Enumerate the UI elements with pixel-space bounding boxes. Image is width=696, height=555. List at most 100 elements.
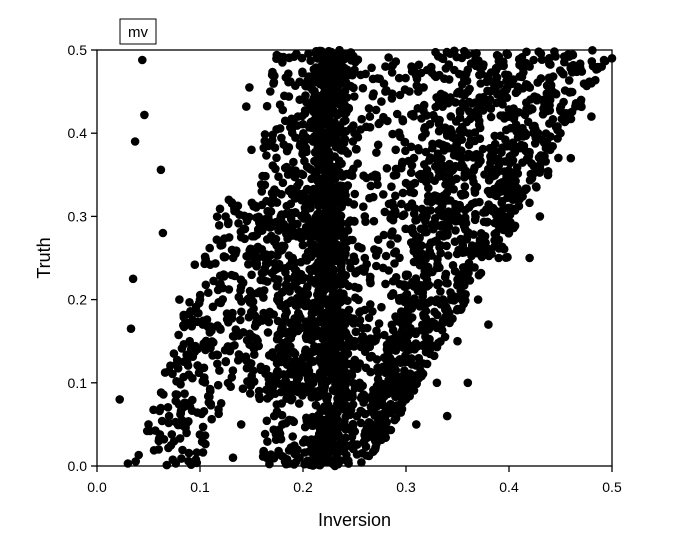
data-point: [339, 117, 349, 126]
data-point: [340, 135, 350, 144]
data-point: [295, 95, 305, 104]
data-point: [259, 286, 269, 295]
data-point: [311, 157, 321, 167]
data-point: [384, 53, 393, 62]
data-point: [187, 406, 197, 416]
data-point: [259, 293, 268, 302]
data-point: [368, 74, 378, 84]
data-point: [172, 360, 181, 369]
data-point: [289, 157, 298, 167]
data-point: [409, 109, 418, 119]
y-tick-label: 0.2: [68, 292, 88, 308]
data-point: [228, 308, 237, 318]
data-point: [324, 46, 334, 56]
data-point: [284, 251, 294, 260]
data-point: [257, 226, 267, 235]
data-point: [331, 162, 341, 172]
data-point: [436, 248, 446, 258]
data-point: [231, 325, 241, 334]
legend: mv: [119, 18, 157, 45]
data-point: [366, 181, 376, 191]
data-point: [348, 419, 358, 429]
data-point: [333, 109, 342, 118]
data-point: [265, 371, 274, 381]
data-point: [462, 117, 472, 127]
data-point: [296, 269, 306, 279]
data-point: [330, 275, 340, 285]
data-point: [494, 52, 504, 61]
data-point: [286, 214, 296, 224]
data-point: [278, 178, 288, 188]
data-point: [345, 313, 355, 323]
data-point: [391, 210, 400, 219]
data-point: [316, 123, 325, 133]
data-point: [341, 412, 351, 422]
data-point: [525, 83, 535, 92]
data-point: [350, 65, 359, 75]
data-point: [326, 436, 335, 445]
data-point: [242, 251, 251, 261]
data-point: [286, 443, 296, 452]
data-point: [367, 63, 376, 73]
data-point: [258, 252, 268, 261]
data-point: [391, 170, 401, 180]
data-point: [350, 189, 360, 199]
data-point: [349, 83, 358, 93]
data-point: [315, 385, 325, 395]
data-point: [302, 147, 311, 157]
data-point: [366, 334, 375, 344]
data-point: [525, 253, 534, 263]
data-point: [301, 347, 310, 356]
data-point: [248, 332, 258, 342]
data-point: [263, 328, 273, 337]
data-point: [398, 211, 407, 221]
data-point: [149, 405, 158, 415]
data-point: [332, 70, 342, 79]
data-point: [385, 356, 394, 366]
data-point: [447, 166, 457, 175]
data-point: [244, 212, 254, 222]
data-point: [334, 81, 343, 90]
data-point: [417, 132, 427, 142]
data-point: [280, 163, 290, 173]
data-point: [512, 163, 522, 172]
data-point: [185, 298, 194, 307]
data-point: [387, 182, 396, 191]
data-point: [397, 307, 406, 316]
data-point: [455, 108, 465, 117]
data-point: [295, 227, 305, 237]
data-point: [411, 277, 421, 286]
data-point: [354, 283, 363, 293]
data-point: [477, 69, 486, 79]
data-point: [482, 218, 492, 227]
data-point: [464, 228, 473, 237]
data-point: [292, 371, 302, 381]
data-point: [301, 222, 311, 232]
data-point: [373, 140, 383, 150]
data-point: [457, 80, 467, 89]
legend-label: mv: [128, 24, 148, 41]
data-point: [219, 270, 228, 280]
data-point: [502, 125, 511, 135]
data-point: [532, 183, 541, 192]
data-point: [391, 145, 401, 155]
data-point: [414, 60, 424, 70]
data-point: [231, 207, 241, 216]
data-point: [353, 159, 363, 168]
data-point: [447, 293, 457, 303]
data-point: [318, 334, 328, 344]
data-point: [182, 418, 192, 427]
data-point: [453, 336, 462, 346]
data-point: [312, 249, 322, 258]
data-point: [472, 106, 482, 115]
data-point: [260, 130, 270, 139]
data-point: [281, 328, 290, 338]
data-point: [192, 448, 202, 457]
data-point: [382, 164, 392, 173]
data-point: [543, 167, 553, 176]
data-point: [545, 59, 554, 69]
data-point: [320, 74, 330, 83]
data-point: [378, 422, 388, 431]
data-point: [407, 67, 417, 76]
data-point: [575, 63, 585, 73]
